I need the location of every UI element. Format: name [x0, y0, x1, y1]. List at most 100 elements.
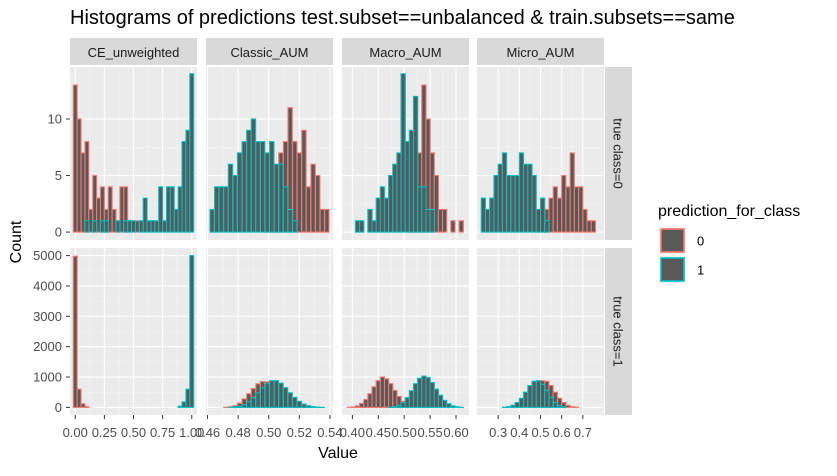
histogram-bar-class-1: [494, 176, 498, 233]
y-tick-label: 1000: [33, 370, 62, 385]
x-tick-label: 0.75: [150, 425, 175, 440]
histogram-bar-class-0: [302, 130, 306, 232]
y-tick-label: 2000: [33, 339, 62, 354]
histogram-bar-class-1: [170, 187, 174, 232]
x-tick-label: 0.52: [287, 425, 312, 440]
panel-r0-c0: [70, 67, 197, 240]
x-tick-label: 0.7: [574, 425, 592, 440]
histogram-bar-class-1: [515, 403, 519, 408]
y-tick-label: 0: [55, 225, 62, 240]
facet-row-label: true class=0: [611, 118, 626, 188]
histogram-bar-class-1: [288, 209, 292, 232]
histogram-bar-class-0: [316, 176, 320, 233]
histogram-bar-class-0: [557, 198, 561, 232]
histogram-bar-class-1: [132, 221, 136, 232]
legend-entry-label: 0: [697, 234, 704, 249]
x-tick-label: 0.48: [225, 425, 250, 440]
histogram-bar-class-1: [311, 407, 315, 408]
histogram-bar-class-1: [507, 176, 511, 233]
histogram-bar-class-1: [430, 209, 434, 232]
histogram-bar-class-1: [190, 74, 194, 232]
legend-key-swatch: [661, 258, 684, 281]
panel-r0-c2: [342, 67, 469, 240]
histogram-bar-class-1: [502, 153, 506, 232]
histogram-bar-class-1: [270, 381, 274, 408]
histogram-bar-class-1: [279, 383, 283, 407]
histogram-bar-class-1: [274, 164, 278, 232]
legend-entry-label: 1: [697, 263, 704, 278]
histogram-bar-class-1: [532, 381, 536, 407]
histogram-bar-class-1: [541, 384, 545, 407]
histogram-bar-class-1: [233, 176, 237, 233]
histogram-bar-class-1: [524, 164, 528, 232]
histogram-bar-class-0: [549, 198, 553, 232]
histogram-bar-class-1: [251, 398, 255, 408]
histogram-bar-class-1: [297, 401, 301, 407]
histogram-bar-class-0: [311, 164, 315, 232]
histogram-bar-class-0: [587, 221, 591, 232]
histogram-bar-class-0: [77, 389, 81, 407]
x-tick-label: 0.5: [531, 425, 549, 440]
histogram-bar-class-1: [215, 187, 219, 232]
histogram-bar-class-1: [302, 404, 306, 407]
histogram-bar-class-1: [256, 142, 260, 232]
histogram-bar-class-0: [553, 187, 557, 232]
y-tick-label: 0: [55, 400, 62, 415]
legend-title: prediction_for_class: [658, 203, 800, 220]
histogram-bar-class-1: [256, 393, 260, 408]
histogram-bar-class-1: [545, 390, 549, 407]
histogram-bar-class-1: [228, 164, 232, 232]
panel-r1-c1: [206, 248, 333, 415]
histogram-bar-class-1: [124, 221, 128, 232]
x-tick-label: 0.40: [340, 425, 365, 440]
histogram-bar-class-0: [574, 187, 578, 232]
histogram-bar-class-1: [528, 164, 532, 232]
x-tick-label: 0.00: [63, 425, 88, 440]
histogram-bar-class-1: [541, 198, 545, 232]
histogram-bar-class-1: [104, 221, 108, 232]
x-tick-label: 0.50: [256, 425, 281, 440]
histogram-bar-class-0: [570, 407, 574, 408]
panel-r1-c2: [342, 248, 469, 415]
histogram-bar-class-1: [519, 153, 523, 232]
histogram-bar-class-1: [528, 386, 532, 408]
histogram-bar-class-1: [242, 142, 246, 232]
histogram-bar-class-0: [73, 256, 77, 407]
histogram-bar-class-1: [553, 403, 557, 408]
histogram-bar-class-1: [519, 398, 523, 407]
histogram-bar-class-0: [306, 187, 310, 232]
histogram-bar-class-0: [112, 209, 116, 232]
x-tick-label: 0.6: [553, 425, 571, 440]
x-tick-label: 0.4: [510, 425, 528, 440]
y-tick-label: 3000: [33, 309, 62, 324]
histogram-bar-class-0: [451, 221, 455, 232]
histogram-bar-class-1: [279, 164, 283, 232]
legend-key-swatch: [661, 229, 684, 252]
histogram-bar-class-1: [557, 406, 561, 408]
histogram-bar-class-1: [85, 221, 89, 232]
histogram-bar-class-0: [443, 209, 447, 232]
histogram-bar-class-0: [570, 153, 574, 232]
x-tick-label: 0.60: [443, 425, 468, 440]
y-tick-label: 4000: [33, 278, 62, 293]
histogram-bar-class-1: [545, 221, 549, 232]
histogram-bar-class-1: [182, 142, 186, 232]
histogram-bar-class-1: [306, 406, 310, 408]
histogram-bar-class-0: [562, 176, 566, 233]
histogram-bar-class-1: [265, 384, 269, 408]
histogram-bar-class-1: [536, 381, 540, 408]
y-tick-label: 10: [48, 112, 62, 127]
panel-r0-c1: [206, 67, 333, 240]
x-tick-label: 0.50: [121, 425, 146, 440]
histogram-bar-class-0: [566, 187, 570, 232]
facet-strip-label: CE_unweighted: [88, 45, 180, 60]
histogram-bar-class-1: [293, 221, 297, 232]
histogram-bar-class-1: [293, 397, 297, 407]
histogram-bar-class-1: [515, 176, 519, 233]
x-tick-label: 0.25: [92, 425, 117, 440]
facet-row-label: true class=1: [611, 296, 626, 366]
histogram-bar-class-1: [190, 256, 194, 408]
histogram-bar-class-1: [549, 397, 553, 407]
histogram-bar-class-1: [237, 406, 241, 407]
